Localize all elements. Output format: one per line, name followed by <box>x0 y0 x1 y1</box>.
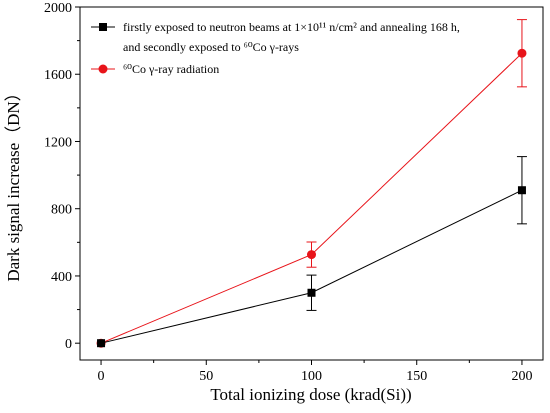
legend: firstly exposed to neutron beams at 1×10… <box>91 20 460 76</box>
y-tick-label-400: 400 <box>51 270 72 285</box>
x-tick-label-200: 200 <box>511 369 532 384</box>
legend-swatch-marker-red <box>98 64 108 74</box>
legend-swatch-marker-black <box>99 23 107 31</box>
data-point-black <box>517 186 526 195</box>
y-tick-label-2000: 2000 <box>44 1 72 16</box>
data-point-black <box>97 339 106 348</box>
x-tick-label-0: 0 <box>98 369 105 384</box>
y-tick-label-0: 0 <box>65 337 72 352</box>
y-axis-title: Dark signal increase（DN） <box>4 84 23 281</box>
series-layer <box>96 19 527 348</box>
y-tick-label-1200: 1200 <box>44 135 72 150</box>
data-point-red <box>307 250 316 260</box>
legend-entry-red-series: ⁶⁰Co γ-ray radiation <box>91 62 219 76</box>
series-black <box>97 156 527 348</box>
y-tick-label-1600: 1600 <box>44 68 72 83</box>
x-axis-title: Total ionizing dose (krad(Si)) <box>210 385 411 404</box>
x-tick-label-50: 50 <box>199 369 213 384</box>
data-point-black <box>307 288 316 297</box>
legend-entry-black-series: firstly exposed to neutron beams at 1×10… <box>91 20 460 54</box>
x-tick-label-150: 150 <box>406 369 427 384</box>
data-point-red <box>517 48 527 58</box>
legend-label-black-line2: and secondly exposed to ⁶⁰Co γ-rays <box>123 40 299 54</box>
legend-label-black-line1: firstly exposed to neutron beams at 1×10… <box>123 20 460 34</box>
y-tick-label-800: 800 <box>51 203 72 218</box>
x-tick-label-100: 100 <box>301 369 322 384</box>
legend-label-red: ⁶⁰Co γ-ray radiation <box>123 62 219 76</box>
